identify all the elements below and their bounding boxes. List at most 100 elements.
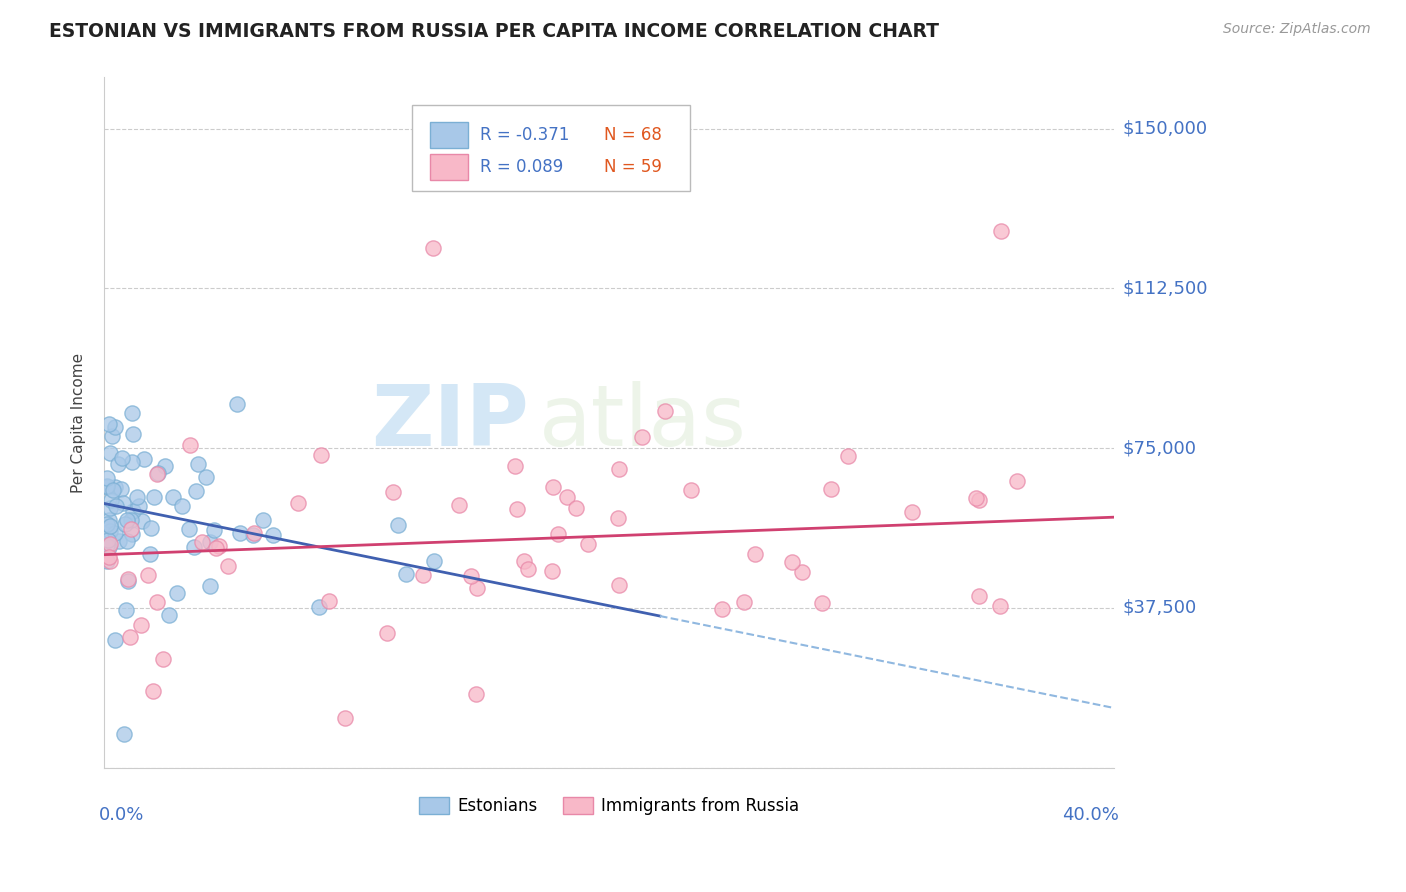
Point [607, 462, 630, 476]
Point [157, 607, 180, 622]
Point [555, 490, 578, 504]
Point [1007, 474, 1029, 488]
Point [110, 482, 132, 496]
Point [217, 559, 239, 574]
Point [790, 565, 813, 579]
Point [679, 483, 702, 497]
Point [990, 224, 1012, 238]
Text: 0.0%: 0.0% [100, 805, 145, 823]
Point [377, 625, 399, 640]
Point [547, 526, 569, 541]
Point [117, 572, 139, 586]
Point [198, 535, 221, 549]
Point [111, 450, 134, 465]
Point [988, 599, 1011, 613]
Point [179, 522, 201, 536]
Point [202, 523, 225, 537]
Point [186, 457, 208, 471]
Point [733, 594, 755, 608]
Point [98, 541, 121, 555]
Point [142, 684, 165, 698]
Point [104, 525, 127, 540]
Point [513, 554, 536, 568]
Point [103, 483, 125, 498]
Point [104, 632, 127, 647]
Point [506, 501, 529, 516]
Bar [430, 154, 468, 180]
Point [631, 430, 654, 444]
Point [121, 513, 143, 527]
Point [412, 568, 434, 582]
Point [200, 579, 222, 593]
Point [131, 514, 153, 528]
Point [162, 490, 184, 504]
Point [98, 524, 121, 538]
Point [97, 417, 120, 432]
Point [242, 528, 264, 542]
Point [117, 574, 139, 588]
Point [104, 420, 127, 434]
Point [387, 517, 409, 532]
Point [97, 533, 120, 548]
Point [146, 594, 169, 608]
Point [607, 511, 630, 525]
Point [104, 480, 127, 494]
Point [820, 482, 842, 496]
Point [139, 521, 162, 535]
Point [129, 618, 152, 632]
Point [121, 526, 143, 541]
Point [96, 517, 118, 532]
Point [423, 554, 446, 568]
Text: 40.0%: 40.0% [1063, 805, 1119, 823]
Point [114, 517, 136, 532]
Point [262, 527, 284, 541]
Point [184, 483, 207, 498]
Point [146, 467, 169, 482]
Point [965, 491, 987, 505]
Point [576, 537, 599, 551]
Point [967, 492, 990, 507]
Point [121, 406, 143, 420]
Point [190, 535, 212, 549]
Text: ESTONIAN VS IMMIGRANTS FROM RUSSIA PER CAPITA INCOME CORRELATION CHART: ESTONIAN VS IMMIGRANTS FROM RUSSIA PER C… [49, 22, 939, 41]
Point [114, 726, 136, 740]
Point [969, 589, 991, 603]
Point [170, 499, 193, 513]
Point [121, 454, 143, 468]
Point [96, 553, 118, 567]
Point [243, 525, 266, 540]
Point [226, 397, 249, 411]
Point [134, 451, 156, 466]
Point [541, 564, 564, 578]
Point [901, 505, 924, 519]
Point [100, 501, 122, 516]
Point [122, 504, 145, 518]
Point [148, 466, 170, 480]
Point [136, 568, 159, 582]
Text: $75,000: $75,000 [1123, 439, 1197, 457]
Point [166, 586, 188, 600]
Point [128, 499, 150, 513]
Point [811, 596, 834, 610]
Point [121, 426, 143, 441]
Point [138, 547, 160, 561]
Point [96, 471, 118, 485]
Point [609, 578, 631, 592]
Point [100, 428, 122, 442]
Bar [430, 121, 468, 148]
Point [179, 437, 201, 451]
Point [505, 458, 527, 473]
Text: R = -0.371: R = -0.371 [479, 126, 569, 144]
Point [464, 687, 486, 701]
Point [711, 602, 734, 616]
Point [837, 449, 859, 463]
Text: ZIP: ZIP [371, 381, 529, 464]
Point [564, 501, 586, 516]
Point [107, 534, 129, 549]
Point [183, 541, 205, 555]
Text: N = 68: N = 68 [605, 126, 662, 144]
Point [252, 513, 274, 527]
Point [422, 241, 444, 255]
Point [333, 711, 356, 725]
Point [120, 522, 142, 536]
